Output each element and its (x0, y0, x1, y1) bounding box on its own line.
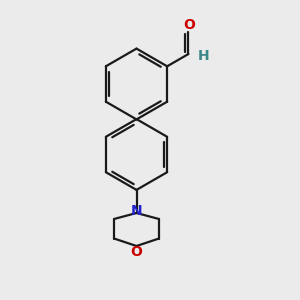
Text: N: N (131, 204, 142, 218)
Text: O: O (130, 245, 142, 259)
Text: H: H (197, 50, 209, 63)
Text: O: O (183, 18, 195, 32)
